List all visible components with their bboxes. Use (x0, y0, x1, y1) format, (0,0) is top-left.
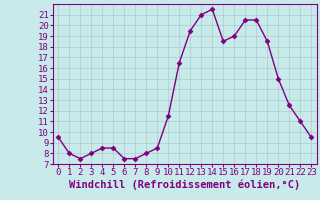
X-axis label: Windchill (Refroidissement éolien,°C): Windchill (Refroidissement éolien,°C) (69, 180, 300, 190)
